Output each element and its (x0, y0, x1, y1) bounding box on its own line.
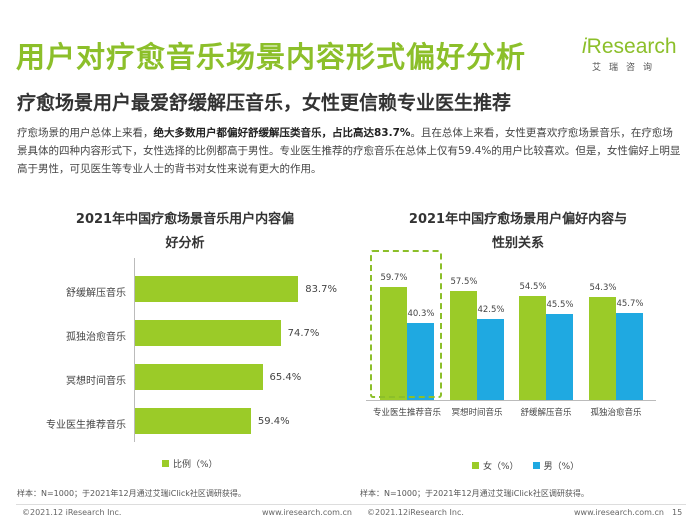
page-title: 用户对疗愈音乐场景内容形式偏好分析 (16, 40, 527, 74)
legend-swatch-female (472, 462, 479, 469)
logo-i: i (582, 35, 587, 58)
bar-value-label: 65.4% (269, 372, 302, 383)
bar-category-label: 专业医生推荐音乐 (46, 420, 126, 431)
legend-label-male: 男（%） (543, 462, 580, 472)
group-category-label: 冥想时间音乐 (451, 408, 503, 418)
group-category-label: 舒缓解压音乐 (520, 408, 572, 418)
male-bar-1 (407, 323, 434, 400)
iresearch-logo: iResearch 艾瑞咨询 (582, 35, 686, 74)
bar-1 (135, 276, 299, 302)
left-chart-title-line1: 2021年中国疗愈场景音乐用户内容偏 (75, 212, 295, 227)
left-chart-title-line2: 好分析 (165, 236, 205, 251)
female-value-label: 54.3% (589, 282, 617, 293)
legend-label-ratio: 比例（%） (173, 460, 218, 470)
male-value-label: 45.7% (616, 299, 644, 310)
footer-url-left: www.iresearch.com.cn (262, 508, 352, 517)
male-value-label: 42.5% (477, 305, 505, 316)
bar-value-label: 59.4% (257, 416, 290, 427)
legend-swatch-ratio (162, 460, 169, 467)
female-value-label: 57.5% (450, 276, 478, 287)
footer-url-right: www.iresearch.com.cn (574, 508, 664, 517)
left-chart-legend: 比例（%） (162, 457, 218, 470)
logo-wordmark: Research (586, 35, 677, 58)
male-bar-3 (546, 313, 573, 400)
summary-text-2: 。且在总体上来看，女性更喜欢疗愈场景音乐，在疗愈场景具体的四种内容形式下，女性选… (17, 127, 681, 175)
bar-value-label: 83.7% (305, 284, 337, 295)
summary-highlight: 绝大多数用户都偏好舒缓解压类音乐，占比高达83.7% (153, 127, 411, 139)
bar-category-label: 孤独治愈音乐 (66, 332, 126, 343)
legend-label-female: 女（%） (483, 462, 519, 472)
footer-copyright-left: ©2021.12 iResearch Inc. (22, 508, 122, 517)
bar-category-label: 舒缓解压音乐 (66, 288, 126, 299)
male-value-label: 40.3% (407, 309, 435, 320)
legend-swatch-male (532, 462, 540, 469)
bar-value-label: 74.7% (287, 328, 320, 339)
right-chart-legend: 女（%） 男（%） (472, 459, 579, 472)
group-category-label: 孤独治愈音乐 (590, 408, 642, 418)
right-chart-x-axis (366, 400, 656, 401)
male-bar-2 (477, 319, 504, 400)
footer-copyright-right: ©2021.12iResearch Inc. (367, 508, 464, 517)
female-bar-2 (450, 290, 477, 400)
bar-4 (135, 408, 251, 434)
female-bar-1 (380, 286, 407, 400)
highlight-box (370, 250, 442, 398)
bar-2 (135, 320, 281, 346)
left-chart-title: 2021年中国疗愈场景音乐用户内容偏 好分析 (40, 208, 330, 256)
right-chart-title: 2021年中国疗愈场景用户偏好内容与 性别关系 (368, 208, 668, 256)
footer-divider (16, 504, 686, 505)
logo-subtitle: 艾瑞咨询 (592, 63, 661, 73)
male-value-label: 45.5% (546, 299, 574, 310)
left-sample-note: 样本：N=1000；于2021年12月通过艾瑞iClick社区调研获得。 (17, 489, 246, 498)
group-category-label: 专业医生推荐音乐 (372, 408, 441, 418)
summary-paragraph: 疗愈场景的用户总体上来看，绝大多数用户都偏好舒缓解压类音乐，占比高达83.7%。… (17, 124, 683, 178)
right-sample-note: 样本：N=1000；于2021年12月通过艾瑞iClick社区调研获得。 (360, 489, 589, 498)
page-subtitle: 疗愈场景用户最爱舒缓解压音乐，女性更信赖专业医生推荐 (17, 92, 512, 114)
bar-3 (135, 364, 263, 390)
male-bar-4 (616, 313, 643, 400)
right-chart-title-line1: 2021年中国疗愈场景用户偏好内容与 (408, 212, 628, 227)
page-number: 15 (672, 508, 683, 517)
left-chart-y-axis (134, 258, 135, 442)
female-value-label: 59.7% (380, 272, 408, 283)
female-value-label: 54.5% (519, 282, 547, 293)
female-bar-4 (589, 296, 616, 400)
female-bar-3 (519, 296, 546, 400)
right-chart-title-line2: 性别关系 (491, 236, 544, 251)
bar-category-label: 冥想时间音乐 (66, 376, 126, 387)
summary-text-1: 疗愈场景的用户总体上来看， (17, 127, 154, 139)
